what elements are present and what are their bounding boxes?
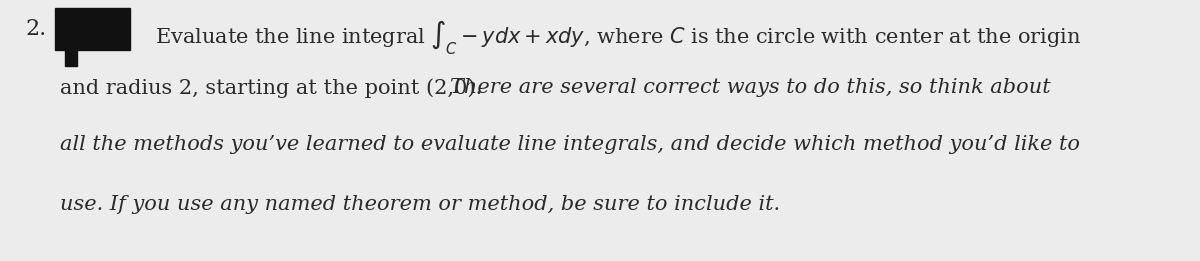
- Text: There are several correct ways to do this, so think about: There are several correct ways to do thi…: [450, 78, 1051, 97]
- Text: use. If you use any named theorem or method, be sure to include it.: use. If you use any named theorem or met…: [60, 195, 780, 214]
- Text: Evaluate the line integral $\int_C -ydx + xdy$, where $C$ is the circle with cen: Evaluate the line integral $\int_C -ydx …: [155, 18, 1081, 57]
- Text: all the methods you’ve learned to evaluate line integrals, and decide which meth: all the methods you’ve learned to evalua…: [60, 135, 1080, 154]
- Text: and radius 2, starting at the point (2,0).: and radius 2, starting at the point (2,0…: [60, 78, 488, 98]
- Bar: [65, 48, 77, 66]
- Text: 2.: 2.: [25, 18, 47, 40]
- Bar: [55, 8, 130, 50]
